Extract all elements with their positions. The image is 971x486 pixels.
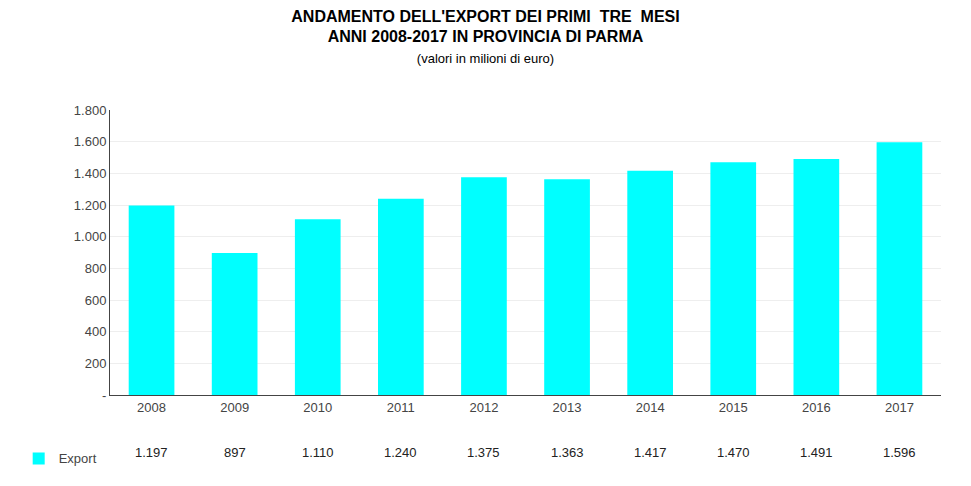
svg-text:1.000: 1.000 bbox=[74, 229, 107, 244]
svg-text:2008: 2008 bbox=[137, 400, 166, 415]
svg-text:1.600: 1.600 bbox=[74, 134, 107, 149]
svg-text:1.197: 1.197 bbox=[135, 445, 168, 460]
svg-text:1.800: 1.800 bbox=[74, 103, 107, 118]
svg-text:1.240: 1.240 bbox=[384, 445, 417, 460]
svg-text:1.491: 1.491 bbox=[800, 445, 833, 460]
svg-text:ANDAMENTO DELL'EXPORT DEI PRIM: ANDAMENTO DELL'EXPORT DEI PRIMI TRE MESI… bbox=[291, 8, 679, 67]
svg-text:600: 600 bbox=[85, 293, 107, 308]
svg-text:1.363: 1.363 bbox=[551, 445, 584, 460]
svg-text:2015: 2015 bbox=[719, 400, 748, 415]
svg-text:1.110: 1.110 bbox=[302, 445, 334, 460]
svg-text:-: - bbox=[102, 388, 106, 403]
svg-text:897: 897 bbox=[224, 445, 246, 460]
svg-text:2014: 2014 bbox=[636, 400, 665, 415]
svg-text:2010: 2010 bbox=[303, 400, 332, 415]
svg-text:Export: Export bbox=[59, 451, 97, 466]
svg-text:2012: 2012 bbox=[469, 400, 498, 415]
svg-text:2011: 2011 bbox=[387, 400, 415, 415]
svg-text:1.596: 1.596 bbox=[883, 445, 916, 460]
svg-text:1.470: 1.470 bbox=[717, 445, 750, 460]
svg-text:2016: 2016 bbox=[802, 400, 831, 415]
svg-text:1.400: 1.400 bbox=[74, 166, 107, 181]
svg-text:2013: 2013 bbox=[553, 400, 582, 415]
svg-text:2009: 2009 bbox=[220, 400, 249, 415]
svg-text:2017: 2017 bbox=[885, 400, 914, 415]
svg-text:400: 400 bbox=[85, 324, 107, 339]
svg-text:200: 200 bbox=[85, 356, 107, 371]
svg-text:800: 800 bbox=[85, 261, 107, 276]
svg-text:1.417: 1.417 bbox=[634, 445, 667, 460]
svg-text:1.200: 1.200 bbox=[74, 198, 107, 213]
svg-text:1.375: 1.375 bbox=[467, 445, 500, 460]
